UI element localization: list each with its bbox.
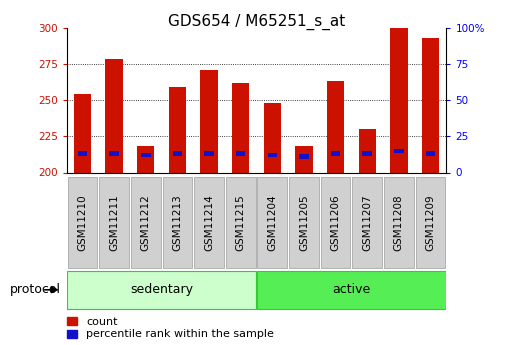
Bar xyxy=(131,177,161,268)
Bar xyxy=(257,271,446,309)
Text: GSM11212: GSM11212 xyxy=(141,194,151,251)
Text: GSM11208: GSM11208 xyxy=(394,194,404,251)
Bar xyxy=(416,177,445,268)
Text: GSM11209: GSM11209 xyxy=(425,194,436,251)
Bar xyxy=(74,94,91,172)
Bar xyxy=(194,177,224,268)
Bar xyxy=(109,151,119,156)
Bar xyxy=(78,151,87,156)
Bar xyxy=(363,151,372,156)
Bar xyxy=(67,271,256,309)
Text: GDS654 / M65251_s_at: GDS654 / M65251_s_at xyxy=(168,14,345,30)
Text: sedentary: sedentary xyxy=(130,283,193,296)
Bar xyxy=(352,177,382,268)
Bar xyxy=(264,103,281,172)
Bar xyxy=(295,146,312,172)
Bar xyxy=(169,87,186,172)
Text: GSM11214: GSM11214 xyxy=(204,194,214,251)
Bar xyxy=(422,38,439,172)
Text: GSM11210: GSM11210 xyxy=(77,194,88,251)
Legend: count, percentile rank within the sample: count, percentile rank within the sample xyxy=(67,317,274,339)
Bar xyxy=(163,177,192,268)
Bar xyxy=(137,146,154,172)
Bar xyxy=(204,151,214,156)
Bar xyxy=(68,177,97,268)
Bar xyxy=(321,177,350,268)
Bar xyxy=(289,177,319,268)
Bar xyxy=(426,151,435,156)
Text: active: active xyxy=(332,283,370,296)
Bar xyxy=(268,153,277,157)
Bar xyxy=(299,154,309,159)
Bar xyxy=(236,151,245,156)
Text: GSM11204: GSM11204 xyxy=(267,194,278,251)
Bar xyxy=(384,177,413,268)
Bar xyxy=(232,83,249,172)
Text: GSM11205: GSM11205 xyxy=(299,194,309,251)
Bar xyxy=(331,151,340,156)
Bar xyxy=(173,151,182,156)
Bar xyxy=(258,177,287,268)
Text: GSM11213: GSM11213 xyxy=(172,194,183,251)
Bar xyxy=(359,129,376,172)
Text: GSM11215: GSM11215 xyxy=(235,194,246,251)
Text: GSM11211: GSM11211 xyxy=(109,194,119,251)
Bar xyxy=(226,177,255,268)
Bar xyxy=(106,59,123,172)
Text: GSM11207: GSM11207 xyxy=(362,194,372,251)
Bar xyxy=(141,153,150,157)
Bar xyxy=(100,177,129,268)
Text: protocol: protocol xyxy=(10,283,61,296)
Bar xyxy=(201,70,218,172)
Bar xyxy=(390,28,407,172)
Bar xyxy=(394,149,404,153)
Text: GSM11206: GSM11206 xyxy=(330,194,341,251)
Bar xyxy=(327,81,344,172)
